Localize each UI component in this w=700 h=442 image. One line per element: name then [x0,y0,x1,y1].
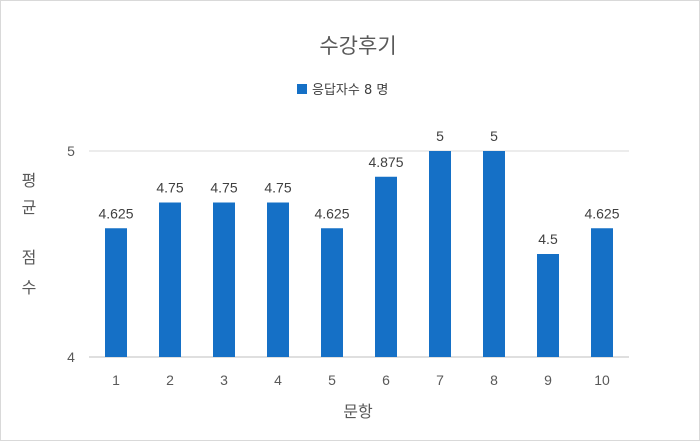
data-label: 4.625 [98,205,133,221]
bar [321,228,343,357]
x-tick-label: 1 [112,372,120,388]
bar [267,202,289,357]
x-tick-label: 10 [594,372,610,388]
bar [429,151,451,357]
y-axis-label-char: 점 [22,248,37,267]
bar [537,254,559,357]
y-axis-label-char: 수 [22,278,37,297]
legend: 응답자수 8 명 [297,83,388,98]
data-label: 4.75 [156,180,183,196]
bar [213,202,235,357]
data-label: 5 [490,128,498,144]
data-label: 5 [436,128,444,144]
y-axis-label-char: 균 [22,198,37,217]
legend-swatch [297,84,307,94]
chart-title: 수강후기 [319,34,396,58]
y-tick-label: 5 [67,143,75,159]
data-label: 4.875 [368,154,403,170]
x-tick-label: 8 [490,372,498,388]
x-tick-label: 9 [544,372,552,388]
x-tick-label: 7 [436,372,444,388]
x-tick-label: 2 [166,372,174,388]
bars [105,151,613,357]
data-label: 4.5 [538,231,558,247]
x-tick-label: 3 [220,372,228,388]
data-labels: 4.625 4.75 4.75 4.75 4.625 4.875 5 5 4.5 4.625 [98,128,619,247]
bar [375,176,397,357]
y-tick-label: 4 [67,349,75,365]
bar [105,228,127,357]
x-axis-label: 문항 [343,402,373,421]
data-label: 4.625 [584,205,619,221]
x-tick-label: 6 [382,372,390,388]
x-tick-label: 4 [274,372,282,388]
x-tick-label: 5 [328,372,336,388]
y-axis-label-char: 평 [22,171,37,190]
bar [483,151,505,357]
x-axis-ticks: 1 2 3 4 5 6 7 8 9 10 [112,372,610,388]
data-label: 4.75 [210,180,237,196]
data-label: 4.75 [264,180,291,196]
data-label: 4.625 [314,205,349,221]
legend-label: 응답자수 8 명 [312,83,388,98]
bar [159,202,181,357]
y-axis-ticks: 45 [67,143,75,365]
bar [591,228,613,357]
